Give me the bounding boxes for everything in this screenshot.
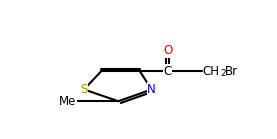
Text: Br: Br — [225, 65, 238, 78]
Text: O: O — [163, 44, 172, 57]
Text: C: C — [164, 65, 172, 78]
Text: CH: CH — [202, 65, 219, 78]
Text: 2: 2 — [220, 70, 226, 78]
Text: Me: Me — [59, 95, 76, 108]
Text: N: N — [147, 83, 156, 96]
Text: S: S — [80, 83, 88, 96]
